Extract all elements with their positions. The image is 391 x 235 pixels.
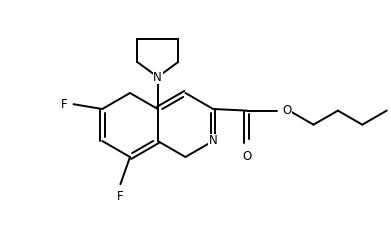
Text: F: F — [117, 190, 124, 203]
Text: F: F — [61, 98, 68, 111]
Text: N: N — [209, 134, 217, 148]
Text: O: O — [242, 150, 251, 163]
Text: N: N — [153, 70, 162, 83]
Text: O: O — [282, 104, 291, 117]
